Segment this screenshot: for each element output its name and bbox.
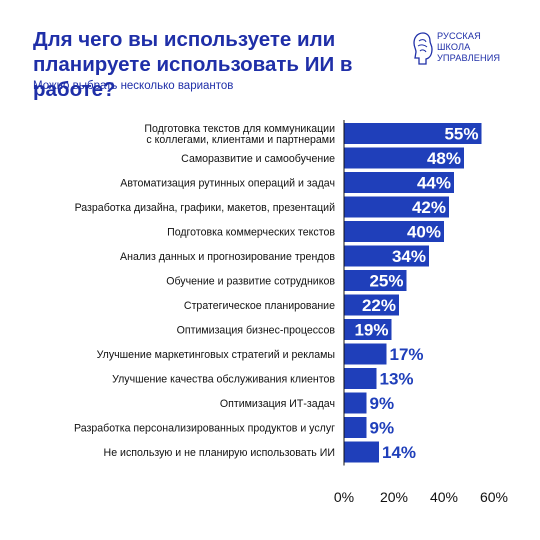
category-label: Подготовка коммерческих текстов [167, 226, 335, 238]
value-label: 14% [382, 443, 416, 462]
category-label-line: Обучение и развитие сотрудников [166, 275, 335, 287]
category-label-line: с коллегами, клиентами и партнерами [146, 134, 335, 146]
category-label: Разработка персонализированных продуктов… [74, 422, 335, 434]
value-label: 19% [354, 321, 388, 340]
category-label-line: Улучшение маркетинговых стратегий и рекл… [97, 349, 335, 361]
chart-title: Для чего вы используете или планируете и… [33, 28, 353, 101]
bar [344, 147, 464, 169]
value-label: 34% [392, 247, 426, 266]
logo-line-2: ШКОЛА [437, 42, 471, 52]
category-label-line: Анализ данных и прогнозирование трендов [120, 251, 335, 263]
value-label: 25% [369, 272, 403, 291]
category-label-line: Оптимизация бизнес-процессов [177, 324, 336, 336]
value-label: 55% [444, 125, 478, 144]
logo-text: РУССКАЯ ШКОЛА УПРАВЛЕНИЯ [437, 31, 500, 64]
category-label: Оптимизация бизнес-процессов [177, 324, 336, 336]
bar [344, 245, 429, 267]
value-label: 13% [380, 370, 414, 389]
category-label-line: Улучшение качества обслуживания клиентов [112, 373, 335, 385]
category-label: Не использую и не планирую использовать … [104, 447, 335, 459]
category-label-line: Разработка дизайна, графики, макетов, пр… [75, 202, 336, 214]
bar [344, 123, 482, 144]
category-label-line: Автоматизация рутинных операций и задач [120, 177, 335, 189]
category-label-line: Стратегическое планирование [184, 300, 335, 312]
head-profile-icon [413, 32, 433, 65]
category-label-line: Не использую и не планирую использовать … [104, 447, 335, 459]
value-label: 9% [370, 419, 395, 438]
bar [344, 270, 407, 291]
x-tick-label: 60% [480, 489, 508, 505]
category-label: Саморазвитие и самообучение [181, 153, 335, 165]
x-tick-label: 40% [430, 489, 458, 505]
category-label-line: Саморазвитие и самообучение [181, 153, 335, 165]
logo-line-1: РУССКАЯ [437, 31, 481, 41]
category-label: Улучшение качества обслуживания клиентов [112, 373, 335, 385]
value-label: 48% [427, 149, 461, 168]
value-label: 22% [362, 296, 396, 315]
bar [344, 172, 454, 193]
value-label: 17% [390, 345, 424, 364]
logo: РУССКАЯ ШКОЛА УПРАВЛЕНИЯ [413, 31, 500, 67]
bar [344, 441, 379, 463]
category-label: Обучение и развитие сотрудников [166, 275, 335, 287]
bar [344, 221, 444, 242]
bar [344, 319, 392, 340]
bar [344, 392, 367, 414]
bar [344, 294, 399, 316]
logo-line-3: УПРАВЛЕНИЯ [437, 53, 501, 63]
category-label: Подготовка текстов для коммуникации с кол… [144, 123, 335, 146]
category-label-line: Разработка персонализированных продуктов… [74, 422, 335, 434]
category-label: Анализ данных и прогнозирование трендов [120, 251, 335, 263]
category-label: Разработка дизайна, графики, макетов, пр… [75, 202, 336, 214]
category-label: Улучшение маркетинговых стратегий и рекл… [97, 349, 335, 361]
x-tick-label: 20% [380, 489, 408, 505]
bar [344, 196, 449, 218]
value-label: 44% [417, 174, 451, 193]
x-tick-label: 0% [334, 489, 354, 505]
category-label: Оптимизация ИТ-задач [220, 398, 335, 410]
value-label: 40% [407, 223, 441, 242]
category-label-line: Подготовка коммерческих текстов [167, 226, 335, 238]
bar [344, 417, 367, 438]
category-label: Стратегическое планирование [184, 300, 335, 312]
category-label: Автоматизация рутинных операций и задач [120, 177, 335, 189]
value-label: 9% [370, 394, 395, 413]
value-label: 42% [412, 198, 446, 217]
bar [344, 343, 387, 365]
chart-subtitle: Можно выбрать несколько вариантов [33, 80, 234, 92]
bar [344, 368, 377, 389]
category-label-line: Оптимизация ИТ-задач [220, 398, 335, 410]
category-label-line: Подготовка текстов для коммуникации [144, 123, 335, 135]
